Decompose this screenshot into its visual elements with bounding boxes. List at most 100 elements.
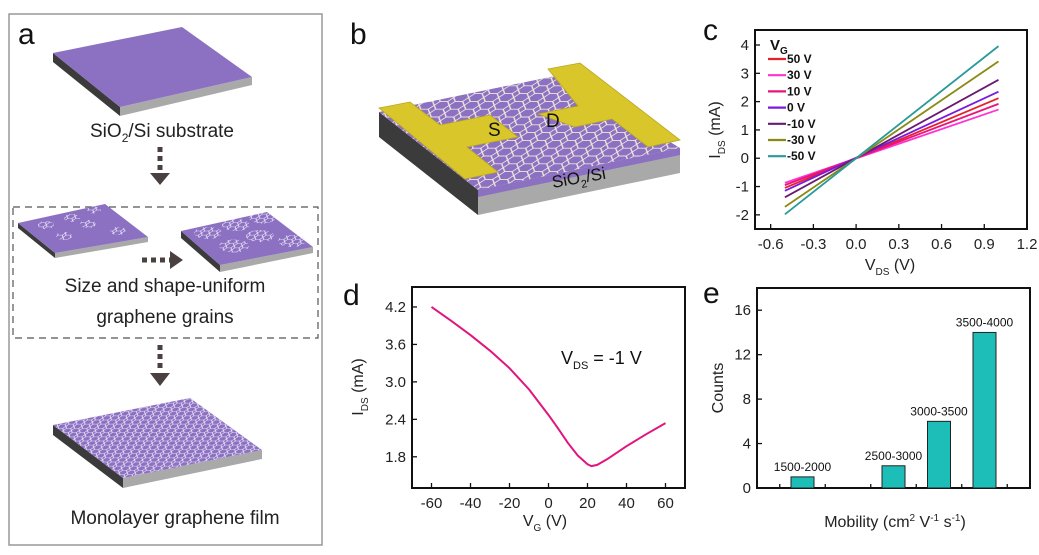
y-tick-label: -1: [736, 179, 749, 196]
bar-label: 3000-3500: [910, 404, 968, 418]
x-axis-label: VG (V): [523, 513, 567, 534]
y-axis-label-main: I: [707, 154, 724, 158]
series-line--30v: [784, 60, 1000, 208]
dashed-arrow-right-icon: [142, 251, 183, 269]
y-axis-label: IDS (mA): [350, 358, 371, 415]
legend-label: -10 V: [787, 117, 816, 131]
x-tick-label: 40: [618, 495, 635, 512]
grains-label-line2: graphene grains: [96, 307, 233, 328]
x-axis-label-main: V: [523, 513, 534, 530]
y-tick-label: 8: [743, 391, 751, 408]
bar-3500-4000: [972, 331, 997, 489]
device-substrate-label: SiO2/Si: [550, 164, 607, 196]
panel-a-border: [8, 13, 323, 546]
drain-label: D: [546, 111, 560, 132]
panel-b: b S D SiO2/Si: [350, 18, 681, 215]
series-line-30v: [784, 108, 999, 184]
x-tick-label: 0.0: [846, 236, 867, 253]
chart-c-iv-curves: -0.6 -0.3 0.0 0.3 0.6 0.9 1.2 -2 -1 0 1 2 3 4 50 V 30 V…: [707, 29, 1038, 278]
y-tick-label: 0: [741, 150, 749, 167]
x-tick-label: 1.2: [1017, 236, 1038, 253]
x-tick-label: -40: [460, 495, 482, 512]
y-axis-label-sub: DS: [360, 397, 371, 411]
y-tick-label: 4.2: [385, 299, 406, 316]
x-tick-label: 0.6: [931, 236, 952, 253]
x-axis-label-sub: G: [534, 523, 542, 534]
legend-label: 0 V: [787, 101, 805, 115]
device-illustration: [378, 62, 681, 215]
panel-a-letter: a: [18, 18, 35, 51]
series-line--50v: [784, 45, 1000, 215]
legend-title: VG: [770, 37, 788, 57]
y-tick-label: 12: [734, 347, 751, 364]
bar-1500-2000: [790, 476, 815, 489]
x-tick-label: 0.3: [888, 236, 909, 253]
y-tick-label: 1: [741, 122, 749, 139]
bare-substrate: [53, 27, 252, 116]
panel-c-letter: c: [703, 14, 718, 47]
y-tick-label: 4: [743, 436, 751, 453]
x-tick-label: 0.9: [974, 236, 995, 253]
grain-growth-box: [12, 206, 319, 339]
y-tick-label: 16: [734, 302, 751, 319]
y-tick-label: 3: [741, 65, 749, 82]
source-label: S: [488, 120, 501, 141]
panel-d-letter: d: [343, 279, 360, 312]
x-axis-label-unit: (V): [541, 513, 567, 530]
legend-label: 50 V: [787, 52, 812, 66]
y-tick-label: 0: [743, 480, 751, 497]
bar-label: 1500-2000: [774, 460, 832, 474]
panel-e-letter: e: [703, 277, 720, 310]
legend-label: -30 V: [787, 133, 816, 147]
dashed-arrow-down-icon: [150, 147, 170, 185]
chart-d-plot-frame: [411, 286, 686, 489]
chart-e-mobility-histogram: 0 4 8 12 16 1500-2000 2500-3000 3000-3500 3500-4…: [710, 287, 1031, 531]
x-axis-label-sub: DS: [875, 267, 889, 278]
y-axis-label: Counts: [710, 363, 727, 414]
x-axis-label-main: V: [865, 257, 876, 274]
legend-label: 10 V: [787, 84, 812, 98]
bar-label: 3500-4000: [956, 315, 1014, 329]
dashed-arrow-down-icon: [150, 345, 170, 386]
y-axis-label-unit: (mA): [350, 358, 367, 397]
series-line--10v: [784, 79, 999, 199]
y-tick-label: -2: [736, 207, 749, 224]
x-tick-label: -0.3: [800, 236, 826, 253]
x-tick-label: -20: [499, 495, 521, 512]
x-tick-label: 20: [579, 495, 596, 512]
series-line-10v: [784, 103, 999, 186]
x-axis-label: VDS (V): [865, 257, 915, 278]
y-axis-label-sub: DS: [717, 140, 728, 154]
bar-label: 2500-3000: [865, 449, 923, 463]
x-axis-label: Mobility (cm2 V-1 s-1): [824, 513, 966, 531]
y-tick-label: 1.8: [385, 449, 406, 466]
bar-2500-3000: [881, 465, 906, 489]
vds-annotation: VDS = -1 V: [561, 348, 642, 372]
legend-label: -50 V: [787, 149, 816, 163]
y-tick-label: 3.0: [385, 374, 406, 391]
legend-label: 30 V: [787, 68, 812, 82]
panel-a: a SiO2/Si substrate: [8, 13, 323, 546]
transfer-curve-line: [430, 306, 666, 468]
x-tick-label: 0: [544, 495, 552, 512]
chart-d-transfer-curve: -60 -40 -20 0 20 40 60 1.8 2.4 3.0 3.6 4.2 VDS = -1 …: [350, 286, 686, 534]
x-tick-label: 60: [657, 495, 674, 512]
graphene-film-substrate: [53, 398, 262, 488]
grains-label-line1: Size and shape-uniform: [65, 276, 266, 297]
substrate-small-grains: [18, 204, 148, 258]
y-axis-label-unit: (mA): [707, 101, 724, 140]
x-axis-label-unit: (V): [889, 257, 915, 274]
substrate-large-grains: [181, 212, 313, 272]
y-tick-label: 3.6: [385, 336, 406, 353]
substrate-label: SiO2/Si substrate: [90, 121, 234, 145]
x-tick-label: -60: [421, 495, 443, 512]
y-axis-label: IDS (mA): [707, 101, 728, 158]
bar-3000-3500: [927, 420, 951, 489]
y-tick-label: 4: [741, 37, 749, 54]
y-tick-label: 2: [741, 94, 749, 111]
panel-b-letter: b: [350, 18, 367, 51]
y-tick-label: 2.4: [385, 411, 406, 428]
series-line-0v: [784, 90, 999, 192]
y-axis-label-main: I: [350, 411, 367, 415]
